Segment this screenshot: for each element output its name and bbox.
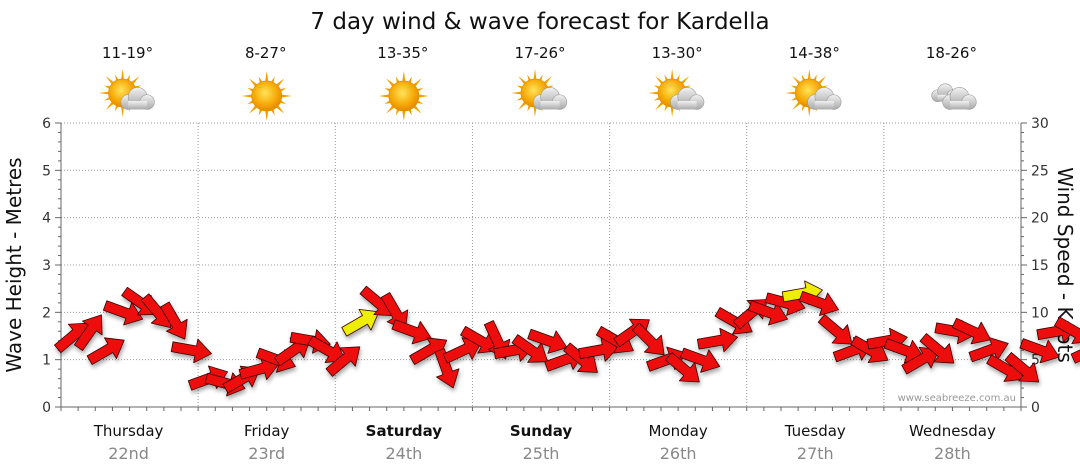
wind-arrow: [665, 352, 700, 383]
day-date-label: 22nd: [108, 444, 149, 463]
wind-arrow: [74, 314, 103, 351]
wind-arrow: [1019, 338, 1060, 364]
partly-cloudy-sun-icon: [785, 69, 842, 117]
watermark: www.seabreeze.com.au: [898, 393, 1016, 404]
wind-arrow: [442, 337, 482, 364]
sun-icon: [378, 71, 429, 121]
sun-disc: [251, 80, 283, 112]
temperature-label: 11-19°: [102, 44, 153, 62]
partly-cloudy-sun-icon: [511, 69, 568, 117]
wind-arrow: [1054, 316, 1080, 345]
day-date-label: 24th: [385, 444, 422, 463]
wind-arrow: [578, 337, 620, 362]
y-tick-label: 5: [42, 163, 51, 179]
wind-arrow: [460, 326, 499, 354]
day-date-label: 27th: [797, 444, 834, 463]
y2-tick-label: 15: [1031, 258, 1049, 274]
wind-arrow: [951, 317, 992, 345]
wind-arrow: [1070, 337, 1080, 364]
y-tick-label: 1: [42, 353, 51, 369]
wind-arrow: [341, 309, 380, 337]
wind-arrow: [817, 314, 853, 345]
cloud-shape: [120, 87, 155, 110]
y-tick-label: 4: [42, 211, 51, 227]
day-date-label: 23rd: [248, 444, 285, 463]
wind-arrows: [54, 280, 1080, 397]
day-name-label: Friday: [244, 422, 290, 440]
temperature-labels: 11-19° 8-27° 13-35° 17-26° 13-30° 14-38° 18-26…: [102, 44, 977, 62]
day-name-label: Wednesday: [909, 422, 996, 440]
wind-arrow: [747, 300, 789, 326]
y2-tick-label: 0: [1031, 400, 1040, 416]
y2-tick-label: 10: [1031, 305, 1049, 321]
wind-arrow: [103, 300, 144, 326]
y-axis-title: Wave Height - Metres: [2, 157, 26, 372]
wind-arrow: [391, 319, 432, 345]
day-name-label: Thursday: [93, 422, 164, 440]
partly-cloudy-sun-icon: [98, 69, 155, 117]
y2-tick-label: 5: [1031, 353, 1040, 369]
temperature-label: 13-35°: [377, 44, 428, 62]
y-tick-label: 0: [42, 400, 51, 416]
wind-arrow: [86, 337, 125, 365]
weather-icons: [98, 69, 977, 121]
axes: 0 1 2 3 4 5 6 0 5 10 15 20 25 30: [42, 116, 1049, 416]
cloud-icon: [931, 83, 977, 110]
sun-icon: [241, 71, 292, 121]
day-labels: Thursday 22nd Friday 23rd Saturday 24th Sunday…: [93, 422, 996, 463]
wind-arrow: [1004, 352, 1040, 383]
wind-arrow: [160, 301, 188, 340]
temperature-label: 13-30°: [652, 44, 703, 62]
wind-arrow: [434, 348, 460, 389]
y2-tick-label: 20: [1031, 211, 1049, 227]
y2-tick-label: 25: [1031, 163, 1049, 179]
wind-arrow: [325, 346, 361, 377]
temperature-label: 8-27°: [245, 44, 287, 62]
day-date-label: 26th: [660, 444, 697, 463]
partly-cloudy-sun-icon: [648, 69, 705, 117]
day-name-label: Monday: [649, 422, 708, 440]
y2-tick-label: 30: [1031, 116, 1049, 132]
cloud-shape: [807, 87, 842, 110]
wind-arrow: [901, 346, 940, 375]
wind-arrow: [919, 333, 955, 364]
wind-arrow: [680, 347, 721, 373]
chart-title: 7 day wind & wave forecast for Kardella: [310, 9, 769, 35]
cloud-shape: [670, 87, 705, 110]
sun-disc: [388, 80, 420, 112]
wind-arrow: [968, 337, 1009, 363]
y-tick-label: 2: [42, 305, 51, 321]
y-tick-label: 6: [42, 116, 51, 132]
grid-lines: [61, 122, 1021, 407]
y-tick-label: 3: [42, 258, 51, 274]
cloud-shape: [532, 87, 568, 110]
wind-arrow: [527, 328, 568, 354]
wind-arrow: [631, 322, 665, 356]
temperature-label: 18-26°: [926, 44, 977, 62]
temperature-label: 17-26°: [514, 44, 565, 62]
day-name-label: Sunday: [510, 422, 573, 440]
wind-arrow: [696, 327, 739, 353]
wind-arrow: [511, 334, 549, 363]
wind-arrow: [798, 290, 839, 316]
day-name-label: Tuesday: [784, 422, 846, 440]
temperature-label: 14-38°: [789, 44, 840, 62]
day-date-label: 25th: [523, 444, 560, 463]
day-name-label: Saturday: [366, 422, 443, 440]
wind-arrow: [170, 338, 212, 364]
day-date-label: 28th: [934, 444, 971, 463]
cloud-shape: [942, 87, 977, 110]
